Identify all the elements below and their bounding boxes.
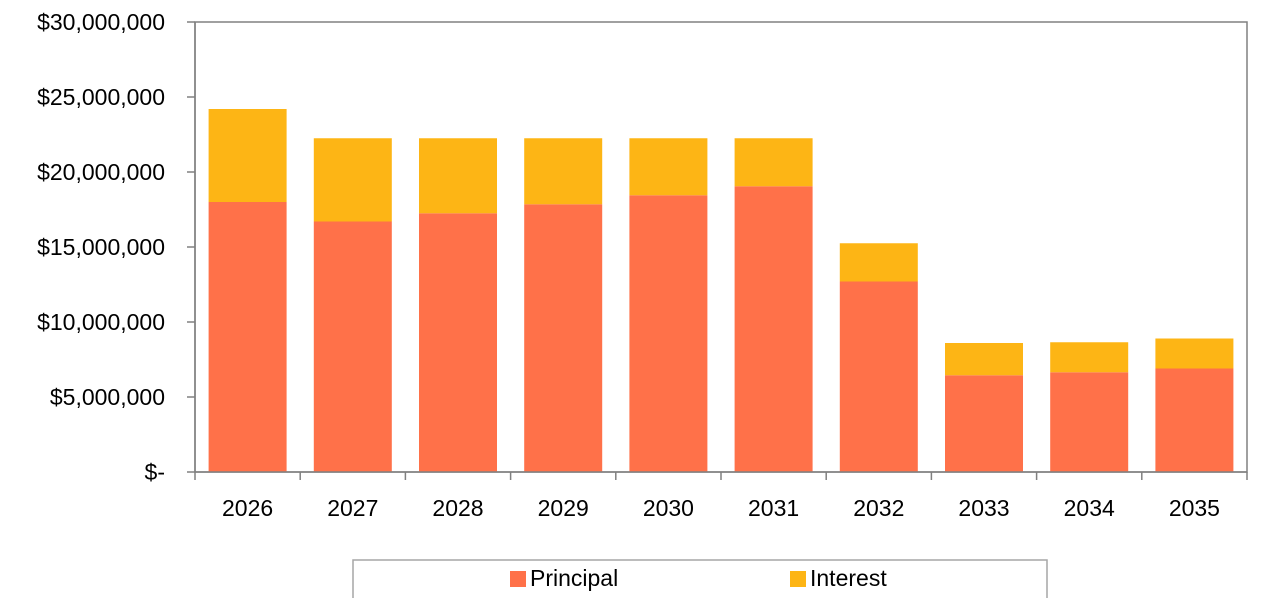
legend-box	[352, 559, 1048, 598]
bar-principal-2031	[734, 186, 813, 472]
bar-principal-2026	[208, 202, 287, 472]
bar-principal-2027	[313, 221, 392, 472]
legend-swatch-principal	[510, 571, 526, 587]
x-tick-label: 2032	[853, 495, 904, 521]
x-tick-label: 2027	[327, 495, 378, 521]
y-tick-label: $10,000,000	[37, 309, 165, 335]
bar-interest-2028	[419, 138, 497, 214]
bar-interest-2029	[524, 138, 603, 205]
bar-principal-2028	[419, 213, 497, 472]
bar-principal-2033	[945, 375, 1023, 472]
legend: Principal Interest	[352, 559, 1048, 598]
bar-principal-2030	[629, 195, 708, 472]
legend-label-principal: Principal	[530, 565, 618, 591]
bar-principal-2029	[524, 204, 603, 472]
bar-principal-2032	[839, 281, 918, 472]
x-tick-label: 2026	[222, 495, 273, 521]
bar-principal-2034	[1050, 372, 1129, 472]
bar-interest-2032	[839, 243, 918, 282]
y-tick-label: $30,000,000	[37, 9, 165, 35]
bar-interest-2035	[1155, 338, 1234, 369]
x-tick-label: 2028	[432, 495, 483, 521]
legend-label-interest: Interest	[810, 565, 887, 591]
y-tick-label: $-	[145, 459, 165, 485]
x-tick-label: 2030	[643, 495, 694, 521]
bar-interest-2030	[629, 138, 708, 196]
x-tick-label: 2029	[538, 495, 589, 521]
legend-swatch-interest	[790, 571, 806, 587]
x-tick-label: 2035	[1169, 495, 1220, 521]
bar-principal-2035	[1155, 368, 1234, 472]
axes-group: $- $5,000,000 $10,000,000 $15,000,000 $20,00…	[37, 9, 1248, 521]
y-tick-label: $5,000,000	[50, 384, 165, 410]
bar-interest-2031	[734, 138, 813, 187]
y-tick-label: $25,000,000	[37, 84, 165, 110]
bar-interest-2027	[313, 138, 392, 222]
x-tick-label: 2034	[1064, 495, 1115, 521]
y-tick-label: $15,000,000	[37, 234, 165, 260]
y-tick-label: $20,000,000	[37, 159, 165, 185]
x-tick-label: 2031	[748, 495, 799, 521]
bar-interest-2033	[945, 343, 1023, 376]
bar-interest-2026	[208, 109, 287, 202]
x-tick-label: 2033	[958, 495, 1009, 521]
bars-group	[208, 109, 1234, 472]
bar-interest-2034	[1050, 342, 1129, 373]
